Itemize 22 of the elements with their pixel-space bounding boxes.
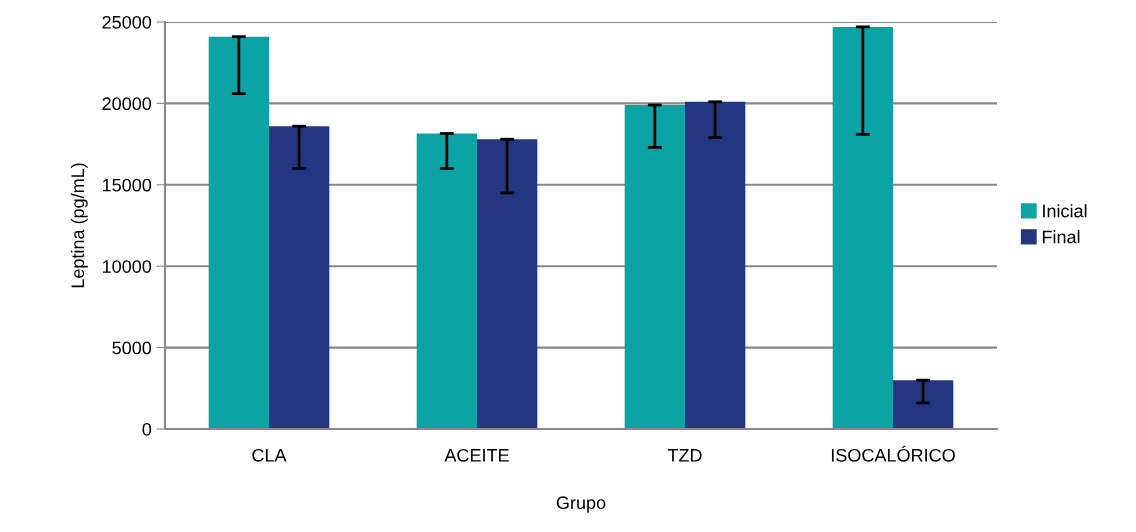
bar — [269, 126, 330, 429]
bar — [208, 36, 269, 429]
bar — [893, 380, 954, 429]
x-tick-label: ACEITE — [444, 448, 509, 462]
y-tick-label: 5000 — [112, 341, 152, 355]
bar — [832, 26, 893, 429]
y-tick-label: 15000 — [102, 178, 152, 192]
bar — [477, 139, 538, 429]
bar — [685, 101, 746, 429]
y-tick-label: 20000 — [102, 97, 152, 111]
y-tick-label: 25000 — [102, 15, 152, 29]
y-tick-label: 0 — [142, 422, 152, 436]
x-tick-label: CLA — [252, 448, 287, 462]
bar — [416, 133, 477, 429]
x-tick-label: ISOCALÓRICO — [831, 445, 955, 462]
legend-label: Inicial — [1043, 204, 1087, 218]
y-tick-label: 10000 — [102, 260, 152, 273]
y-axis-title: Leptina (pg/mL) — [70, 163, 88, 288]
legend-label: Final — [1042, 230, 1080, 244]
x-axis-title: Grupo — [556, 496, 606, 513]
bar — [624, 105, 685, 429]
x-tick-label: TZD — [667, 449, 702, 462]
